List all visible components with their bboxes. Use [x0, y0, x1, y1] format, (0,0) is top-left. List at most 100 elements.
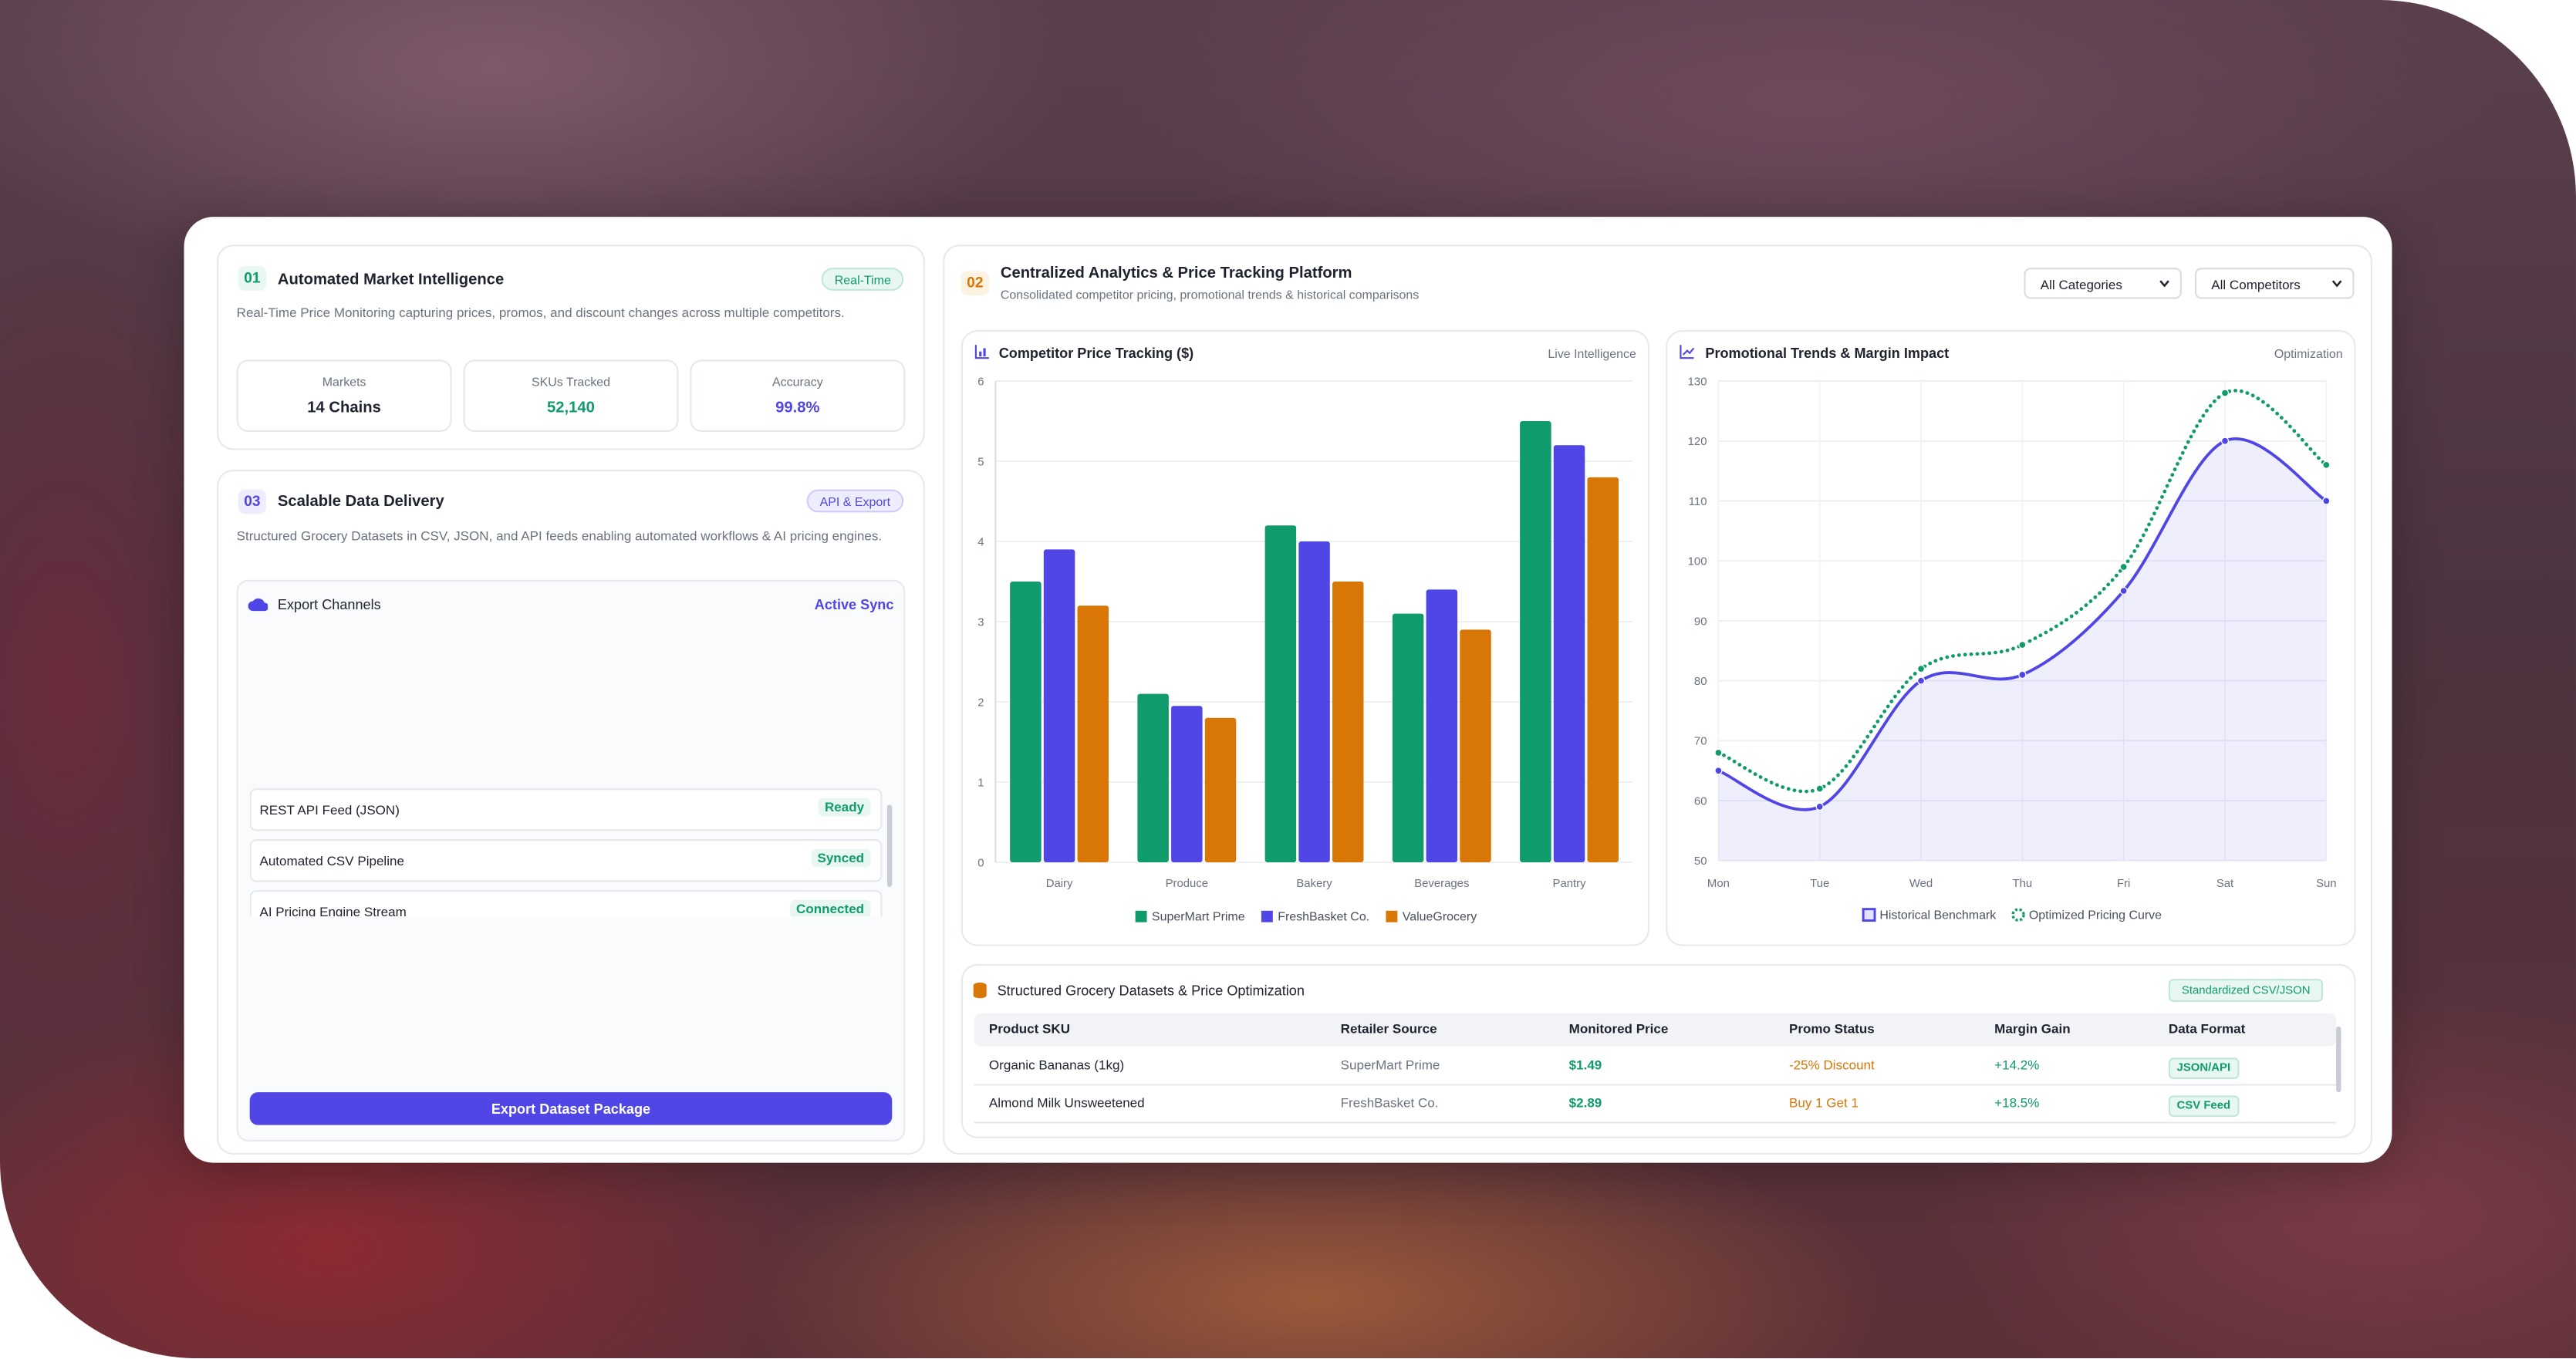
table-cell: -25% Discount	[1788, 1057, 1875, 1073]
bar	[1460, 629, 1491, 862]
column-header: Promo Status	[1788, 1021, 1875, 1037]
chevron	[2331, 280, 2342, 288]
y-tick-label: 5	[977, 456, 984, 468]
y-tick-label: 70	[1694, 736, 1707, 748]
y-tick-label: 1	[977, 777, 984, 789]
x-tick-label: Beverages	[1414, 878, 1469, 890]
y-tick-label: 3	[977, 616, 984, 629]
point	[1815, 802, 1824, 811]
bar	[1171, 706, 1203, 862]
stat: Accuracy 99.8%	[690, 359, 906, 433]
export-button[interactable]: Export Dataset Package	[249, 1092, 893, 1125]
filter-select[interactable]: All Competitors	[2194, 268, 2355, 299]
format-badge: JSON/API	[2168, 1057, 2239, 1080]
legend-swatch	[1261, 910, 1273, 922]
x-tick-label: Bakery	[1296, 878, 1332, 890]
legend-swatch	[1135, 910, 1147, 922]
channels-title: Export Channels	[277, 595, 381, 613]
x-tick-label: Dairy	[1046, 878, 1073, 890]
bar	[1426, 589, 1458, 862]
point	[1714, 748, 1723, 757]
point	[1815, 784, 1824, 793]
table-cell: $1.49	[1568, 1057, 1602, 1073]
channel-status: Ready	[818, 798, 871, 817]
channel-status: Connected	[789, 899, 871, 917]
legend-label: Historical Benchmark	[1879, 909, 1996, 922]
bar	[1137, 693, 1169, 862]
bar	[1077, 605, 1109, 862]
table-cell: Organic Bananas (1kg)	[988, 1057, 1125, 1073]
chart-tag: Live Intelligence	[1548, 346, 1636, 362]
bar	[1010, 582, 1042, 862]
scrollbar[interactable]	[2336, 1026, 2341, 1093]
stat-label: Accuracy	[772, 374, 823, 389]
legend-swatch	[1862, 908, 1876, 922]
chart-title: Promotional Trends & Margin Impact	[1705, 345, 1950, 362]
channel-name: REST API Feed (JSON)	[259, 803, 400, 818]
legend-label: FreshBasket Co.	[1278, 911, 1369, 924]
chart-tag: Optimization	[2274, 346, 2343, 362]
point	[2018, 670, 2027, 679]
filter-label: All Categories	[2040, 277, 2122, 293]
card-title: Automated Market Intelligence	[277, 271, 505, 289]
y-tick-label: 80	[1694, 676, 1707, 688]
database-icon	[973, 982, 987, 999]
y-tick-label: 100	[1688, 556, 1707, 568]
table-cell: +14.2%	[1994, 1057, 2040, 1073]
bar	[1264, 525, 1297, 862]
legend-label: Optimized Pricing Curve	[2029, 909, 2162, 922]
legend-swatch	[1386, 910, 1398, 922]
area	[1718, 438, 2327, 861]
cloud-icon	[248, 598, 268, 612]
y-tick-label: 90	[1694, 615, 1707, 628]
point	[2018, 640, 2027, 649]
chevron	[2159, 280, 2169, 288]
table-cell: SuperMart Prime	[1340, 1057, 1440, 1073]
scrollbar[interactable]	[886, 804, 893, 887]
channel-name: AI Pricing Engine Stream	[259, 905, 407, 917]
row-divider	[974, 1084, 2337, 1086]
table-header	[974, 1013, 2337, 1047]
y-tick-label: 0	[977, 857, 984, 869]
column-header: Margin Gain	[1994, 1021, 2071, 1037]
stat: Markets 14 Chains	[236, 359, 452, 433]
card-number: 02	[961, 271, 989, 296]
x-tick-label: Produce	[1166, 878, 1208, 890]
point	[2119, 586, 2128, 595]
filter-label: All Competitors	[2211, 277, 2301, 293]
bar	[1587, 477, 1619, 862]
bar	[1043, 549, 1075, 862]
card-number: 01	[238, 265, 266, 291]
card-number: 03	[238, 489, 266, 514]
bar	[1204, 717, 1237, 862]
point	[2220, 437, 2230, 445]
stat-label: SKUs Tracked	[531, 374, 611, 389]
badge: Real-Time	[821, 268, 904, 291]
y-tick-label: 6	[977, 376, 984, 388]
platform-subtitle: Consolidated competitor pricing, promoti…	[1000, 287, 1420, 302]
table-cell: FreshBasket Co.	[1340, 1095, 1439, 1111]
card-title: Scalable Data Delivery	[277, 492, 444, 511]
format-badge: CSV Feed	[2168, 1095, 2239, 1118]
point	[1916, 676, 1926, 685]
column-header: Retailer Source	[1340, 1021, 1437, 1037]
line-icon	[1680, 345, 1695, 359]
point	[2220, 389, 2230, 397]
y-tick-label: 120	[1688, 436, 1707, 448]
platform-title: Centralized Analytics & Price Tracking P…	[1000, 264, 1352, 283]
x-tick-label: Fri	[2117, 878, 2130, 890]
filter-select[interactable]: All Categories	[2024, 268, 2182, 299]
y-tick-label: 4	[977, 536, 984, 548]
bar	[1332, 582, 1364, 862]
stat-label: Markets	[322, 374, 366, 389]
stat-value: 52,140	[547, 399, 595, 417]
card-description: Structured Grocery Datasets in CSV, JSON…	[236, 528, 883, 544]
card-description: Real-Time Price Monitoring capturing pri…	[236, 305, 845, 321]
legend-swatch	[2011, 908, 2025, 922]
chart-card	[1666, 330, 2356, 946]
x-tick-label: Wed	[1909, 878, 1933, 890]
point	[2322, 460, 2331, 469]
bar	[1392, 613, 1424, 862]
chart-title: Competitor Price Tracking ($)	[998, 345, 1194, 362]
